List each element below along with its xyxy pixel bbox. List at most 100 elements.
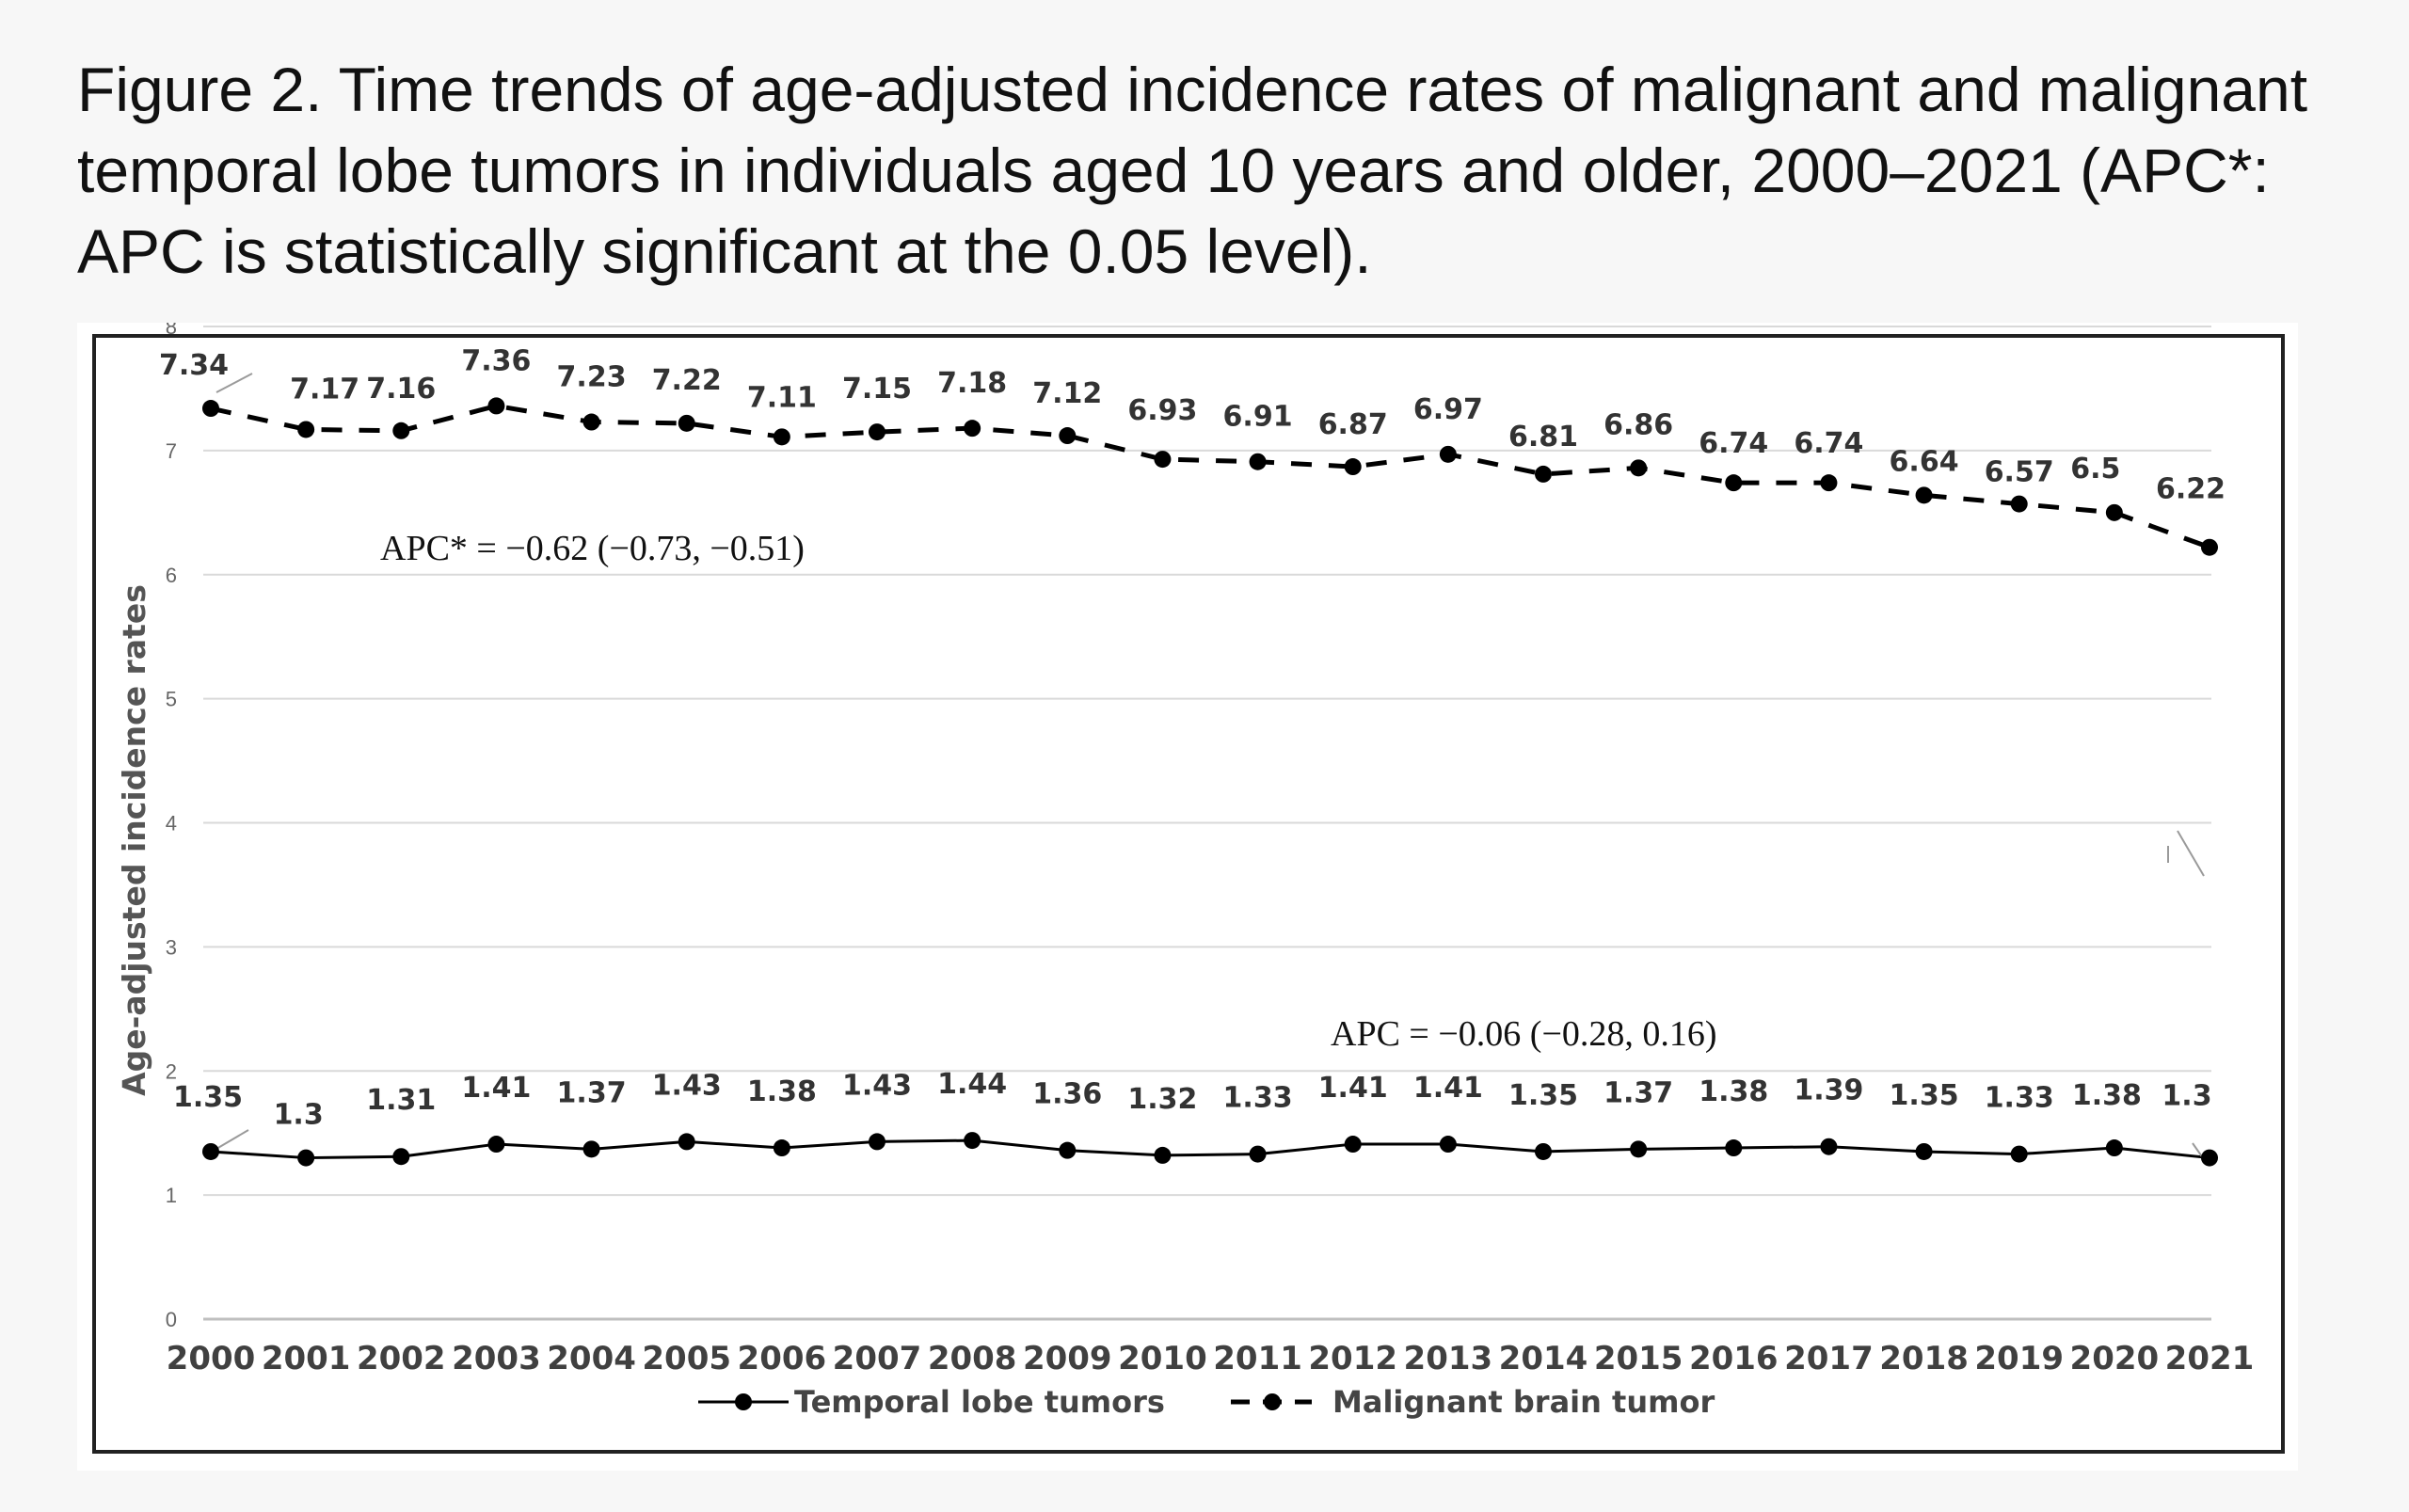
data-label-temporal-lobe-tumors: 1.3 <box>274 1099 324 1132</box>
x-tick-label: 2006 <box>738 1340 827 1377</box>
label-leader-line <box>215 373 253 393</box>
data-label-temporal-lobe-tumors: 1.33 <box>1985 1082 2054 1115</box>
data-label-malignant-brain-tumor: 6.5 <box>2070 453 2120 485</box>
data-point-temporal-lobe-tumors <box>1535 1142 1552 1160</box>
data-point-temporal-lobe-tumors <box>1059 1141 1077 1159</box>
data-label-malignant-brain-tumor: 7.23 <box>557 361 627 394</box>
y-axis-title: Age-adjusted incidence rates <box>116 584 152 1096</box>
data-label-temporal-lobe-tumors: 1.32 <box>1127 1083 1197 1116</box>
data-label-temporal-lobe-tumors: 1.35 <box>1508 1079 1578 1112</box>
data-label-malignant-brain-tumor: 7.18 <box>937 367 1007 400</box>
chart-frame <box>92 334 2285 1454</box>
data-point-malignant-brain-tumor <box>678 414 695 432</box>
y-tick-label: 0 <box>166 1308 177 1331</box>
apc-annotation: APC = −0.06 (−0.28, 0.16) <box>1331 1014 1717 1054</box>
data-point-temporal-lobe-tumors <box>487 1136 505 1154</box>
x-tick-label: 2017 <box>1784 1340 1874 1377</box>
data-label-malignant-brain-tumor: 7.36 <box>461 344 531 377</box>
legend-label-temporal-lobe-tumors: Temporal lobe tumors <box>794 1384 1165 1420</box>
legend-swatch-marker-temporal-lobe-tumors <box>735 1393 752 1410</box>
data-point-malignant-brain-tumor <box>1439 445 1457 463</box>
data-point-malignant-brain-tumor <box>1820 474 1838 492</box>
data-point-malignant-brain-tumor <box>487 397 505 415</box>
data-point-temporal-lobe-tumors <box>1154 1146 1172 1164</box>
y-tick-label: 6 <box>166 564 177 587</box>
data-label-temporal-lobe-tumors: 1.31 <box>366 1084 436 1117</box>
data-point-malignant-brain-tumor <box>1249 453 1267 470</box>
x-tick-label: 2007 <box>833 1340 922 1377</box>
x-tick-label: 2020 <box>2070 1340 2160 1377</box>
x-tick-label: 2010 <box>1118 1340 1207 1377</box>
x-tick-label: 2018 <box>1879 1340 1969 1377</box>
data-point-malignant-brain-tumor <box>1154 451 1172 469</box>
data-label-malignant-brain-tumor: 6.22 <box>2156 473 2226 506</box>
label-leader-line <box>215 1129 249 1150</box>
data-point-malignant-brain-tumor <box>964 420 981 438</box>
apc-annotation: APC* = −0.62 (−0.73, −0.51) <box>380 529 805 568</box>
data-label-malignant-brain-tumor: 6.57 <box>1985 456 2054 489</box>
data-point-temporal-lobe-tumors <box>582 1140 600 1158</box>
x-tick-label: 2012 <box>1308 1340 1397 1377</box>
x-tick-label: 2004 <box>547 1340 636 1377</box>
caption-line-3: APC is statistically significant at the … <box>77 216 1372 286</box>
data-point-temporal-lobe-tumors <box>1630 1140 1648 1158</box>
label-leader-line <box>2177 830 2205 877</box>
data-label-malignant-brain-tumor: 6.64 <box>1890 445 1959 478</box>
data-point-malignant-brain-tumor <box>2201 538 2218 556</box>
data-label-malignant-brain-tumor: 6.74 <box>1699 427 1768 460</box>
x-tick-label: 2008 <box>928 1340 1017 1377</box>
data-label-temporal-lobe-tumors: 1.43 <box>842 1069 912 1102</box>
y-tick-label: 3 <box>166 935 177 959</box>
data-label-temporal-lobe-tumors: 1.35 <box>1890 1079 1959 1112</box>
data-point-temporal-lobe-tumors <box>297 1149 315 1167</box>
data-label-malignant-brain-tumor: 6.93 <box>1127 394 1197 427</box>
data-point-temporal-lobe-tumors <box>1725 1139 1743 1157</box>
data-point-malignant-brain-tumor <box>392 422 410 439</box>
data-label-malignant-brain-tumor: 6.87 <box>1318 408 1388 441</box>
x-tick-label: 2000 <box>167 1340 256 1377</box>
x-tick-label: 2009 <box>1023 1340 1112 1377</box>
x-tick-label: 2011 <box>1213 1340 1302 1377</box>
data-point-temporal-lobe-tumors <box>678 1133 695 1151</box>
data-point-malignant-brain-tumor <box>1725 474 1743 492</box>
data-label-malignant-brain-tumor: 7.16 <box>366 373 436 406</box>
data-point-temporal-lobe-tumors <box>392 1148 410 1166</box>
x-tick-label: 2016 <box>1689 1340 1779 1377</box>
data-label-temporal-lobe-tumors: 1.38 <box>747 1075 817 1108</box>
y-tick-label: 5 <box>166 688 177 711</box>
data-label-temporal-lobe-tumors: 1.35 <box>173 1081 243 1114</box>
caption-line-2: temporal lobe tumors in individuals aged… <box>77 135 2270 205</box>
data-label-temporal-lobe-tumors: 1.33 <box>1223 1082 1293 1115</box>
data-point-malignant-brain-tumor <box>202 400 219 418</box>
data-point-malignant-brain-tumor <box>1535 465 1552 483</box>
series-line-malignant-brain-tumor <box>210 403 2210 550</box>
data-label-malignant-brain-tumor: 7.34 <box>159 349 229 382</box>
x-tick-label: 2003 <box>452 1340 541 1377</box>
data-label-malignant-brain-tumor: 6.86 <box>1603 408 1673 441</box>
x-tick-label: 2015 <box>1594 1340 1683 1377</box>
data-label-malignant-brain-tumor: 7.22 <box>652 364 722 397</box>
data-label-malignant-brain-tumor: 7.12 <box>1032 377 1102 410</box>
legend-swatch-marker-malignant-brain-tumor <box>1264 1393 1281 1410</box>
data-point-malignant-brain-tumor <box>582 413 600 431</box>
y-tick-label: 8 <box>166 323 177 339</box>
y-tick-label: 2 <box>166 1059 177 1083</box>
data-point-temporal-lobe-tumors <box>869 1133 885 1151</box>
data-point-malignant-brain-tumor <box>2105 503 2123 521</box>
x-tick-label: 2019 <box>1974 1340 2064 1377</box>
data-point-temporal-lobe-tumors <box>1915 1142 1933 1160</box>
data-point-malignant-brain-tumor <box>2010 495 2028 513</box>
data-label-temporal-lobe-tumors: 1.37 <box>557 1076 627 1109</box>
data-label-malignant-brain-tumor: 7.15 <box>842 373 912 406</box>
data-label-malignant-brain-tumor: 7.17 <box>290 373 359 406</box>
data-label-temporal-lobe-tumors: 1.37 <box>1603 1076 1673 1109</box>
chart-card: 0 1 2 3 4 5 6 7 8 2000 2001 2002 2003 2004 2005 2006 200… <box>77 323 2298 1471</box>
data-point-malignant-brain-tumor <box>1059 427 1077 445</box>
data-point-malignant-brain-tumor <box>773 428 790 446</box>
data-label-malignant-brain-tumor: 6.74 <box>1794 427 1863 460</box>
data-point-temporal-lobe-tumors <box>773 1139 790 1157</box>
data-point-temporal-lobe-tumors <box>1249 1145 1267 1163</box>
data-label-temporal-lobe-tumors: 1.39 <box>1794 1074 1863 1107</box>
data-label-temporal-lobe-tumors: 1.41 <box>1413 1072 1483 1105</box>
